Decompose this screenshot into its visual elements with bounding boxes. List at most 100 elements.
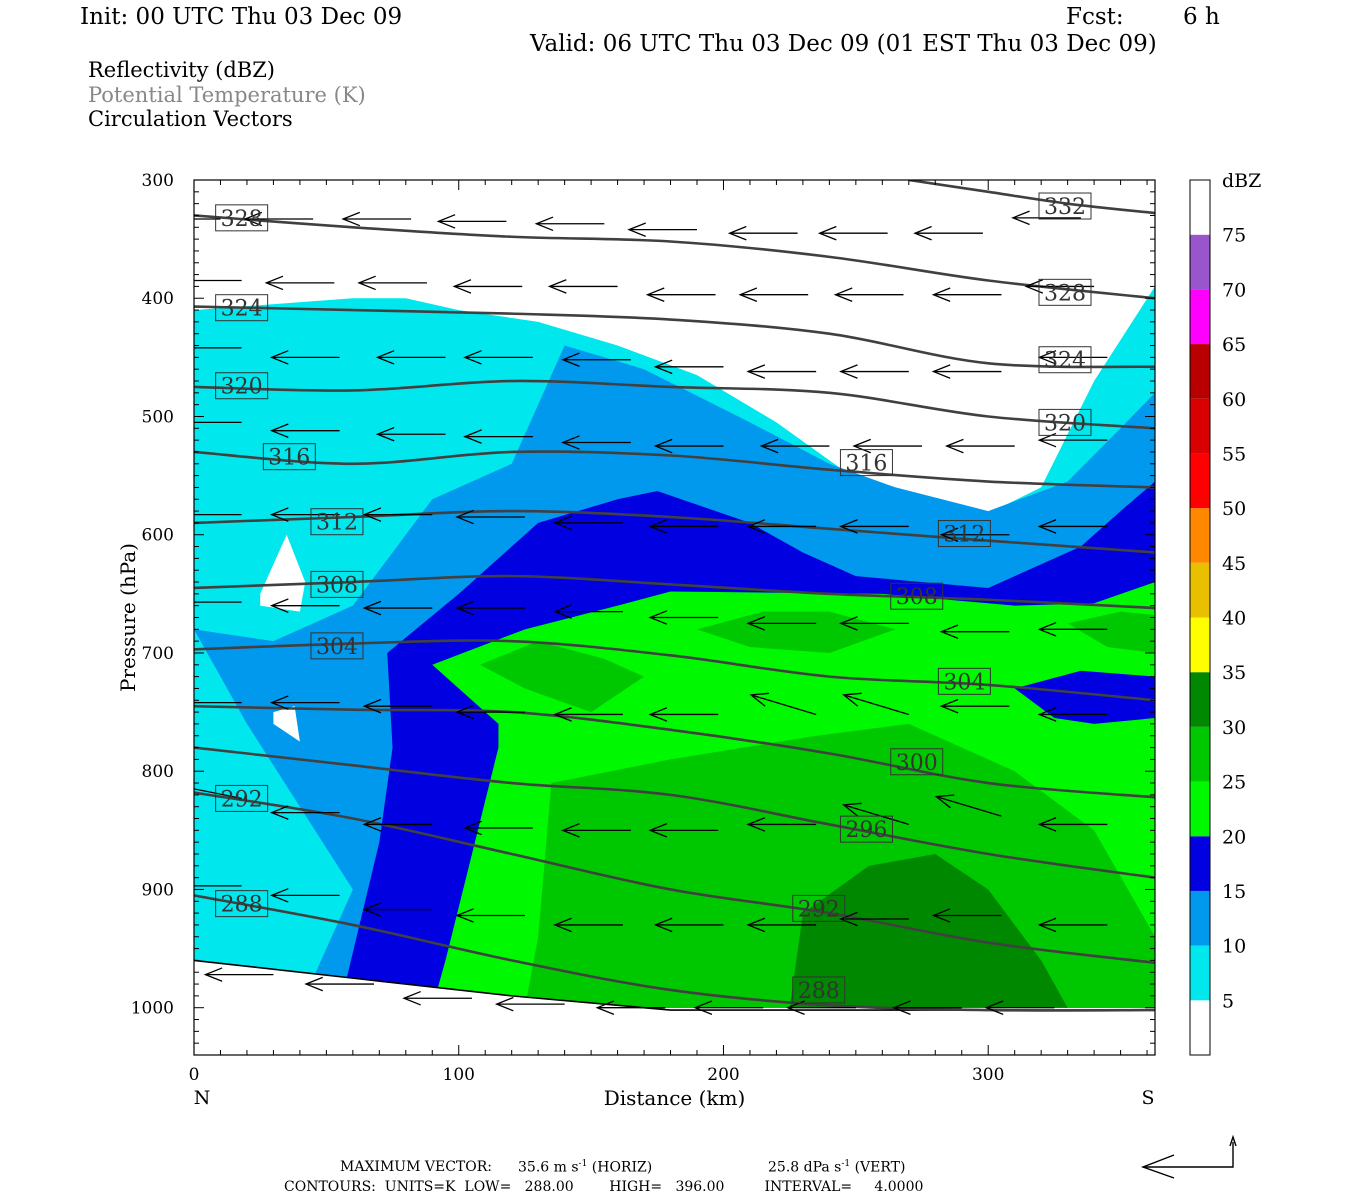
colorbar-swatch — [1190, 562, 1210, 618]
theta-label-text: 308 — [316, 573, 358, 598]
circulation-vector — [362, 698, 433, 714]
theta-label-text: 328 — [1044, 281, 1086, 306]
circulation-vector — [931, 287, 1002, 302]
circulation-vector — [452, 279, 523, 294]
circulation-vector — [944, 438, 1015, 454]
circulation-vector — [645, 287, 716, 302]
field-reflectivity: Reflectivity (dBZ) — [88, 58, 276, 82]
theta-label-text: 308 — [896, 585, 938, 610]
theta-label: 328 — [1038, 278, 1092, 306]
x-axis-label: Distance (km) — [604, 1086, 746, 1110]
circulation-vector — [653, 359, 724, 375]
circulation-vector — [494, 996, 565, 1012]
theta-label: 312 — [937, 520, 991, 548]
y-tick-label: 500 — [142, 407, 174, 427]
axes-layer: 300 400 500 600 700 800 900 1000 0 100 200 300 N S Dis… — [116, 171, 1156, 1110]
circulation-vector — [455, 509, 525, 525]
circulation-vector — [362, 507, 433, 522]
theta-label: 292 — [792, 894, 846, 922]
y-tick-label: 300 — [142, 171, 174, 191]
reference-vector-icon — [1140, 1134, 1237, 1179]
y-tick-label: 400 — [142, 289, 174, 309]
x-end-label-north: N — [194, 1087, 211, 1109]
circulation-vector — [357, 275, 427, 291]
circulation-vector — [1011, 210, 1081, 226]
circulation-vector — [648, 823, 719, 838]
circulation-vector — [934, 794, 1002, 817]
forecast-hour: 6 h — [1183, 4, 1220, 30]
colorbar-tick-label: 20 — [1222, 826, 1246, 848]
theta-label: 292 — [215, 784, 269, 812]
theta-label-text: 328 — [221, 207, 263, 232]
colorbar-tick-label: 25 — [1222, 772, 1246, 794]
colorbar-tick-label: 5 — [1222, 990, 1234, 1012]
forecast-label: Fcst: — [1066, 4, 1124, 30]
theta-contour-320 — [194, 379, 1155, 430]
theta-label-text: 320 — [1044, 411, 1086, 436]
circulation-vector — [839, 911, 909, 927]
circulation-vector — [304, 976, 375, 992]
unit-exponent: -1 — [841, 1159, 851, 1169]
theta-label: 316 — [839, 449, 893, 477]
circulation-vector — [547, 279, 618, 294]
theta-label-text: 332 — [1044, 195, 1086, 220]
circulation-vector — [269, 350, 340, 365]
field-potential-temperature: Potential Temperature (K) — [88, 83, 366, 107]
colorbar-swatch — [1190, 344, 1210, 399]
theta-label: 308 — [310, 570, 364, 598]
circulation-vector — [738, 287, 809, 302]
circulation-vector — [561, 823, 631, 838]
theta-label-text: 312 — [316, 511, 358, 536]
circulation-vector — [561, 435, 631, 450]
theta-label: 296 — [839, 815, 893, 843]
circulation-vector — [746, 917, 817, 933]
circulation-vector — [194, 885, 242, 887]
reflectivity-region-0dbz — [260, 534, 306, 612]
contour-info: CONTOURS: UNITS=K LOW= 288.00 HIGH= 396.… — [284, 1179, 924, 1195]
colorbar-tick-label: 45 — [1222, 553, 1246, 575]
theta-label: 300 — [890, 748, 944, 776]
circulation-vector — [269, 888, 340, 903]
theta-contour-296 — [194, 746, 1155, 879]
reflectivity-region-25dbz — [479, 641, 645, 713]
circulation-vector — [194, 421, 242, 424]
theta-label: 324 — [1038, 346, 1092, 374]
circulation-vector — [1037, 707, 1108, 722]
circulation-vector — [553, 917, 623, 933]
horizontal-tag: (HORIZ) — [591, 1159, 653, 1176]
theta-label-text: 288 — [221, 893, 263, 918]
circulation-vector — [931, 908, 1002, 923]
theta-contour-312 — [194, 509, 1155, 554]
circulation-vector — [553, 707, 623, 722]
circulation-vector — [269, 805, 340, 820]
circulation-vector — [375, 350, 446, 365]
circulation-vector — [269, 423, 340, 438]
y-tick-label: 700 — [142, 644, 174, 664]
circulation-vector — [913, 225, 983, 241]
circulation-vector — [1037, 622, 1108, 637]
circulation-vector — [463, 350, 533, 365]
reflectivity-region-25dbz — [1067, 611, 1155, 653]
theta-label: 324 — [215, 294, 269, 322]
theta-contour-288 — [194, 894, 1155, 1012]
circulation-vector — [194, 347, 242, 349]
circulation-vector — [362, 902, 433, 917]
circulation-vector — [455, 600, 525, 616]
init-time: Init: 00 UTC Thu 03 Dec 09 — [80, 4, 403, 30]
circulation-vector — [749, 692, 817, 716]
colorbar-tick-label: 50 — [1222, 498, 1246, 520]
colorbar-swatch — [1190, 945, 1210, 1001]
circulation-vector — [984, 1000, 1055, 1015]
circulation-vector — [455, 908, 525, 923]
circulation-vector — [939, 698, 1010, 714]
circulation-vector — [891, 1000, 962, 1015]
theta-label-text: 304 — [943, 670, 985, 695]
circulation-vector — [939, 624, 1010, 639]
circulation-vector — [648, 707, 719, 722]
circulation-vector — [534, 216, 605, 232]
x-tick-label: 100 — [443, 1065, 475, 1085]
colorbar-swatch — [1190, 1000, 1210, 1055]
y-tick-label: 800 — [142, 762, 174, 782]
theta-label-text: 292 — [221, 787, 263, 812]
